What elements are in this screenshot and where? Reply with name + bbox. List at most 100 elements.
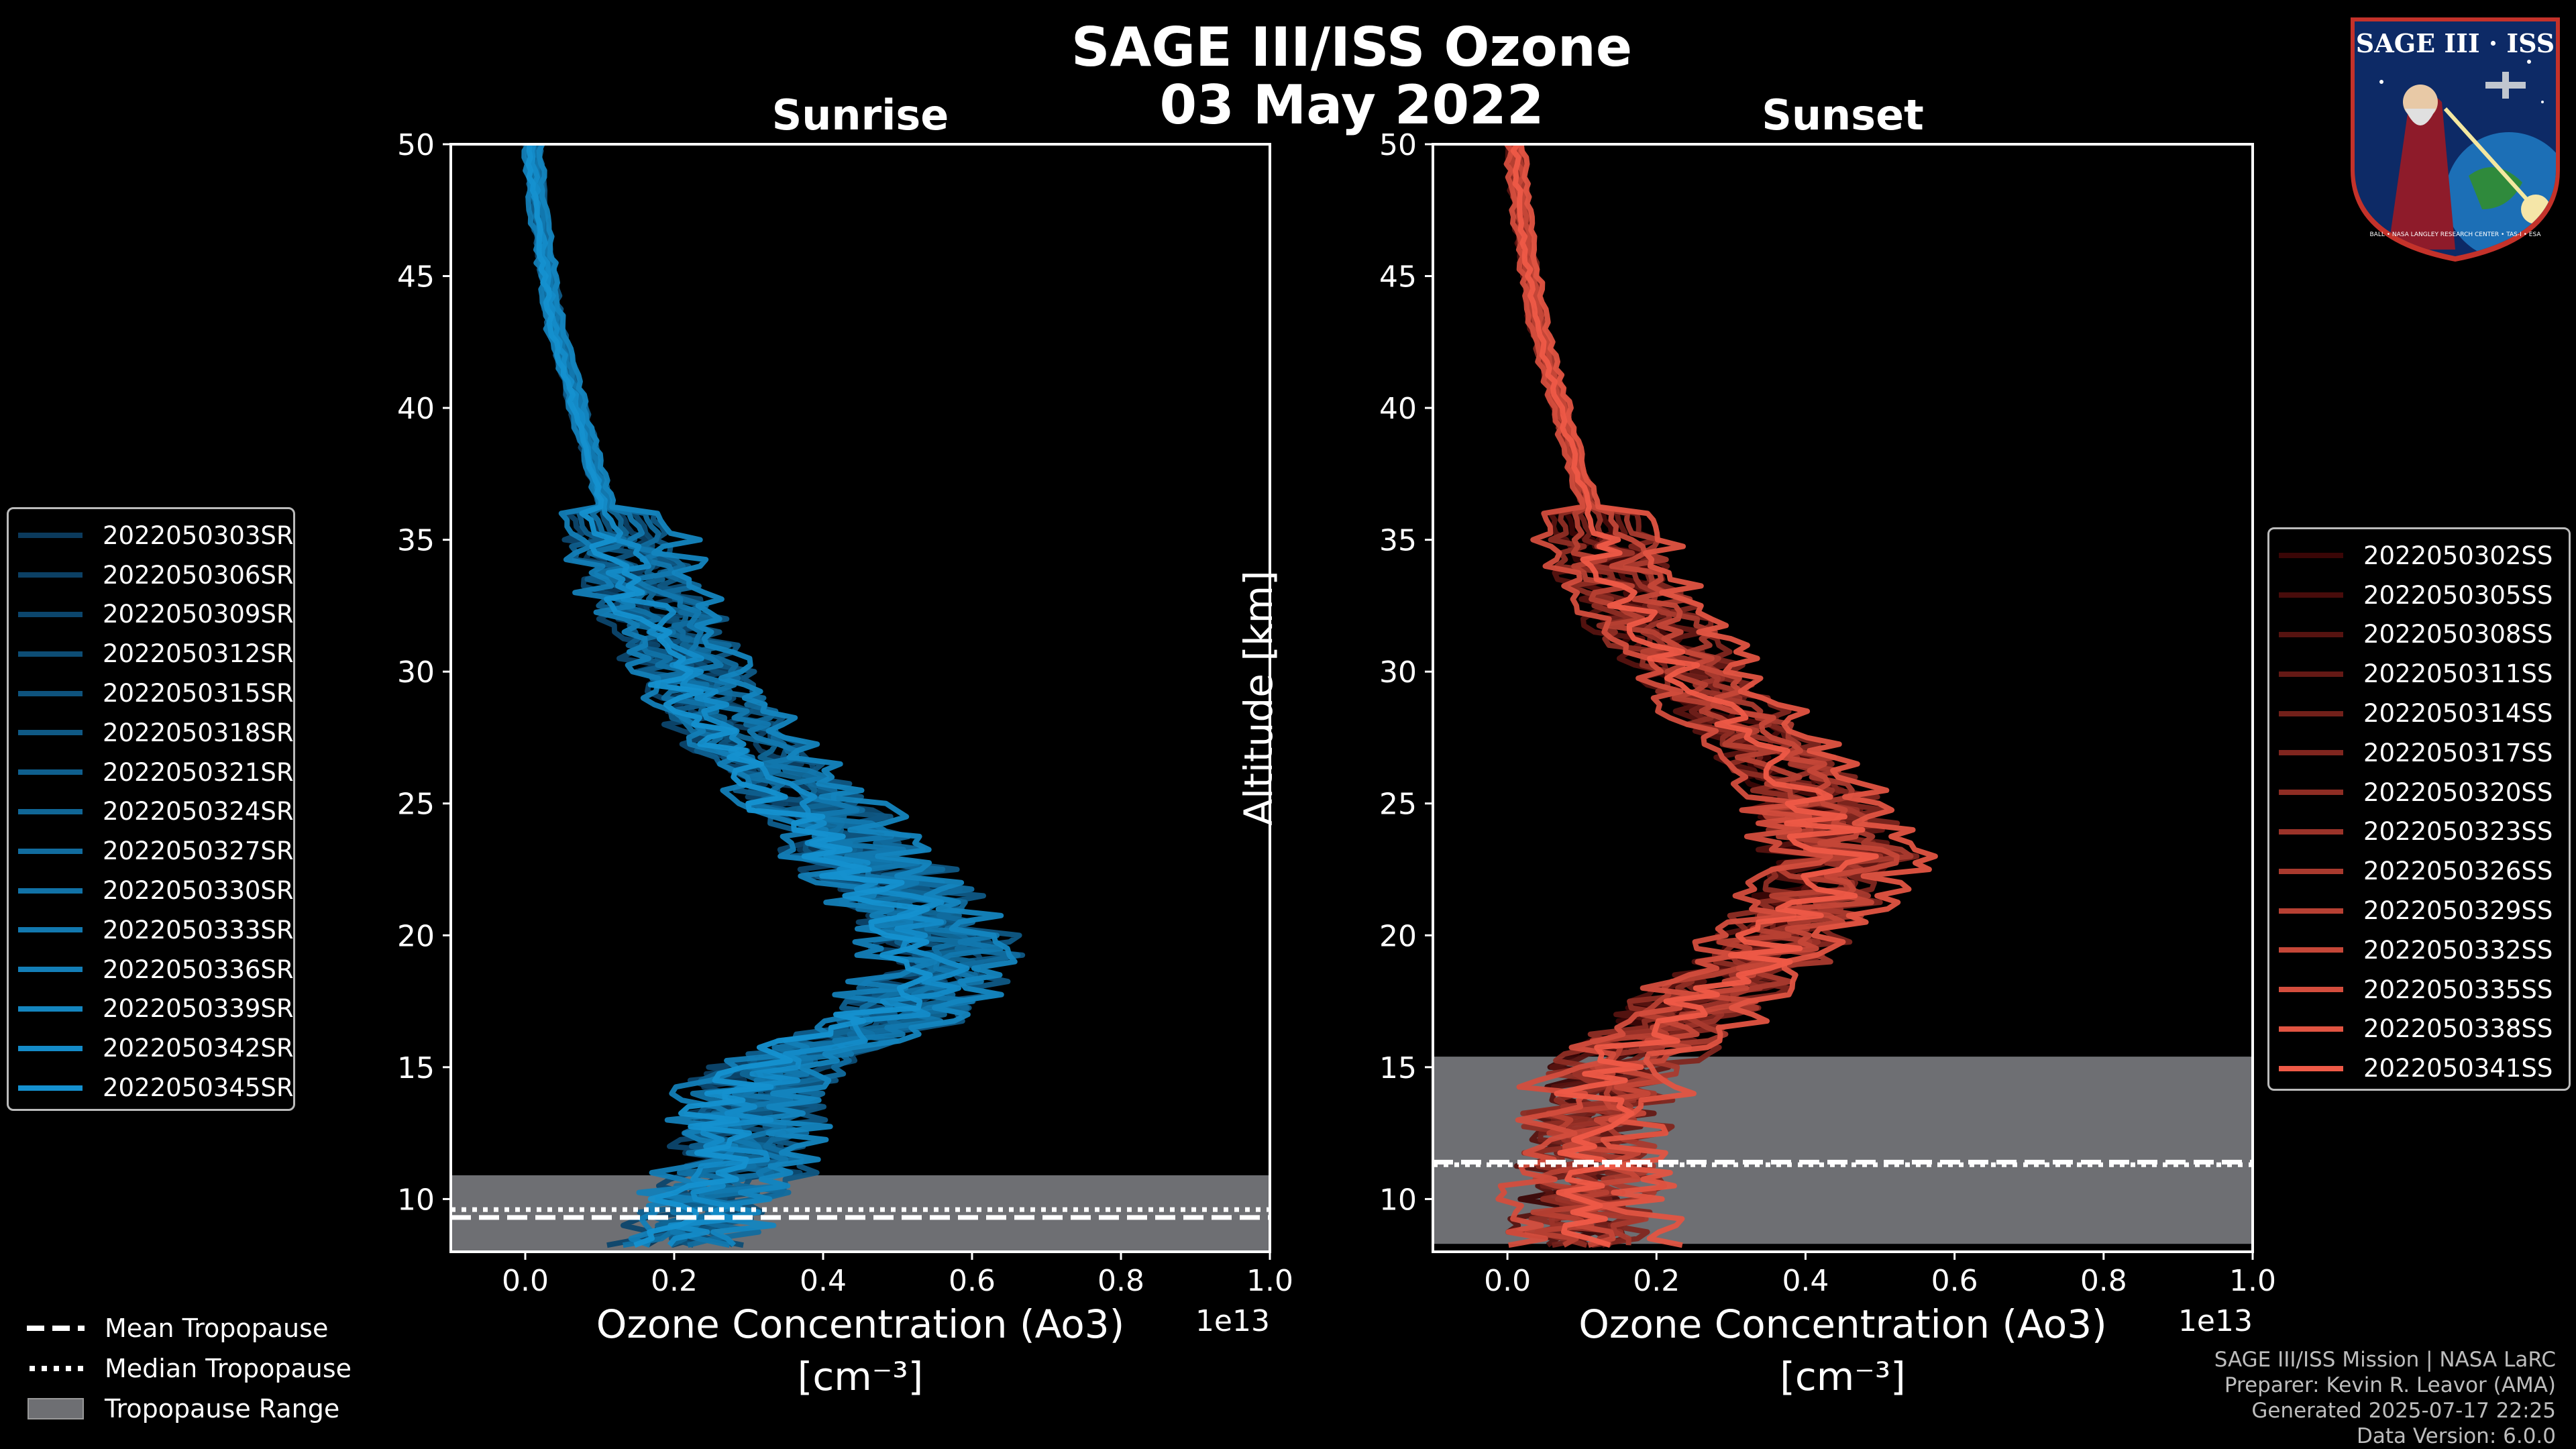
legend-label: 2022050336SR (103, 955, 294, 984)
legend-swatch (2279, 908, 2343, 914)
legend-label: 2022050302SS (2363, 541, 2553, 570)
legend-swatch (18, 967, 83, 973)
legend-item: 2022050317SS (2279, 733, 2559, 773)
legend-label: 2022050315SR (103, 679, 294, 708)
legend-swatch (18, 690, 83, 696)
logo-ring-text: BALL • NASA LANGLEY RESEARCH CENTER • TA… (2369, 231, 2541, 238)
x-tick-label: 0.2 (651, 1264, 698, 1298)
profile-line-2022050342SR (529, 144, 970, 1247)
legend-item: 2022050341SS (2279, 1049, 2559, 1088)
legend-item: 2022050327SR (18, 831, 294, 871)
gray-patch-icon (28, 1398, 84, 1419)
legend-label: 2022050311SS (2363, 659, 2553, 689)
legend-item: 2022050303SR (18, 516, 294, 555)
panel-title: Sunrise (772, 91, 949, 140)
legend-swatch (2279, 947, 2343, 953)
legend-swatch (18, 927, 83, 933)
legend-item: 2022050305SS (2279, 576, 2559, 615)
sunrise-legend: 2022050303SR 2022050306SR 2022050309SR 2022… (7, 507, 295, 1111)
x-axis-label: Ozone Concentration (Ao3) (596, 1301, 1125, 1347)
sunset-legend: 2022050302SS 2022050305SS 2022050308SS 2022… (2267, 527, 2571, 1091)
tropopause-legend: Mean Tropopause Median Tropopause Tropop… (27, 1308, 352, 1429)
dotted-line-icon (30, 1366, 85, 1371)
legend-item: 2022050320SS (2279, 773, 2559, 812)
legend-swatch (2279, 987, 2343, 993)
legend-label: 2022050308SS (2363, 620, 2553, 649)
legend-swatch (2279, 592, 2343, 598)
legend-label: 2022050303SR (103, 521, 294, 550)
legend-swatch (18, 808, 83, 814)
legend-item: 2022050332SS (2279, 930, 2559, 970)
y-tick-label: 40 (1379, 392, 1417, 426)
legend-label: 2022050327SR (103, 837, 294, 866)
legend-swatch (2279, 631, 2343, 637)
legend-item: 2022050308SS (2279, 615, 2559, 655)
profile-lines (521, 144, 1026, 1248)
mean-tropopause-legend-item: Mean Tropopause (27, 1308, 352, 1348)
figure-title-line2: 03 May 2022 (1160, 74, 1544, 136)
legend-swatch (18, 1085, 83, 1091)
x-tick-label: 0.0 (502, 1264, 549, 1298)
y-tick-label: 25 (397, 788, 435, 822)
x-tick-label: 0.8 (2080, 1264, 2127, 1298)
legend-swatch (18, 888, 83, 894)
legend-item: 2022050312SR (18, 634, 294, 674)
y-tick-label: 30 (397, 655, 435, 690)
legend-label: 2022050326SS (2363, 857, 2553, 886)
legend-label: 2022050324SR (103, 797, 294, 826)
legend-label: 2022050333SR (103, 915, 294, 945)
legend-item: 2022050342SR (18, 1028, 294, 1068)
legend-label: 2022050323SS (2363, 817, 2553, 847)
x-tick-label: 0.6 (1931, 1264, 1978, 1298)
footer-mission: SAGE III/ISS Mission | NASA LaRC (2214, 1348, 2556, 1372)
legend-label: 2022050330SR (103, 876, 294, 906)
legend-swatch (2279, 1026, 2343, 1032)
mean-tropopause-label: Mean Tropopause (105, 1313, 329, 1343)
y-tick-label: 15 (1379, 1051, 1417, 1085)
legend-swatch (2279, 1065, 2343, 1071)
footer-data-version: Data Version: 6.0.0 (2356, 1424, 2556, 1448)
x-axis-label: Ozone Concentration (Ao3) (1578, 1301, 2107, 1347)
dashed-line-icon (27, 1326, 85, 1331)
legend-item: 2022050326SS (2279, 851, 2559, 891)
legend-swatch (2279, 868, 2343, 874)
x-tick-label: 0.8 (1097, 1264, 1144, 1298)
legend-label: 2022050345SR (103, 1073, 294, 1103)
x-tick-label: 0.0 (1484, 1264, 1531, 1298)
profile-line-2022050338SS (1519, 144, 1938, 1248)
tropopause-range-band (451, 1175, 1270, 1252)
sunrise-panel: 0.0 0.2 0.4 0.6 0.8 1.0 10 15 20 25 30 35 40 45 50 Sunr… (254, 91, 1293, 1399)
legend-label: 2022050321SR (103, 757, 294, 787)
legend-label: 2022050312SR (103, 639, 294, 669)
y-tick-label: 50 (1379, 128, 1417, 162)
legend-label: 2022050341SS (2363, 1054, 2553, 1083)
legend-label: 2022050329SS (2363, 896, 2553, 926)
y-tick-label: 20 (397, 919, 435, 953)
legend-swatch (18, 533, 83, 539)
x-tick-label: 0.4 (1782, 1264, 1829, 1298)
legend-item: 2022050336SR (18, 950, 294, 989)
y-tick-label: 35 (397, 524, 435, 558)
legend-item: 2022050311SS (2279, 654, 2559, 694)
profile-line-2022050336SR (521, 144, 938, 1248)
legend-label: 2022050342SR (103, 1034, 294, 1063)
legend-item: 2022050321SR (18, 753, 294, 792)
tropopause-range-label: Tropopause Range (105, 1394, 340, 1424)
legend-item: 2022050318SR (18, 713, 294, 753)
x-axis-unit: [cm⁻³] (798, 1354, 924, 1399)
logo-title: SAGE III · ISS (2356, 28, 2555, 58)
figure-title-line1: SAGE III/ISS Ozone (1071, 16, 1632, 78)
x-axis-unit: [cm⁻³] (1780, 1354, 1906, 1399)
footer-generated: Generated 2025-07-17 22:25 (2251, 1399, 2556, 1423)
legend-item: 2022050335SS (2279, 970, 2559, 1010)
plot-frame (449, 143, 1271, 1253)
profile-line-2022050339SR (536, 144, 1018, 1248)
legend-item: 2022050330SR (18, 871, 294, 910)
profile-line-2022050345SR (525, 144, 933, 1248)
profile-line-2022050333SR (531, 144, 1004, 1248)
legend-item: 2022050324SR (18, 792, 294, 832)
x-offset-label: 1e13 (1195, 1304, 1270, 1338)
legend-label: 2022050335SS (2363, 975, 2553, 1004)
legend-label: 2022050318SR (103, 718, 294, 747)
